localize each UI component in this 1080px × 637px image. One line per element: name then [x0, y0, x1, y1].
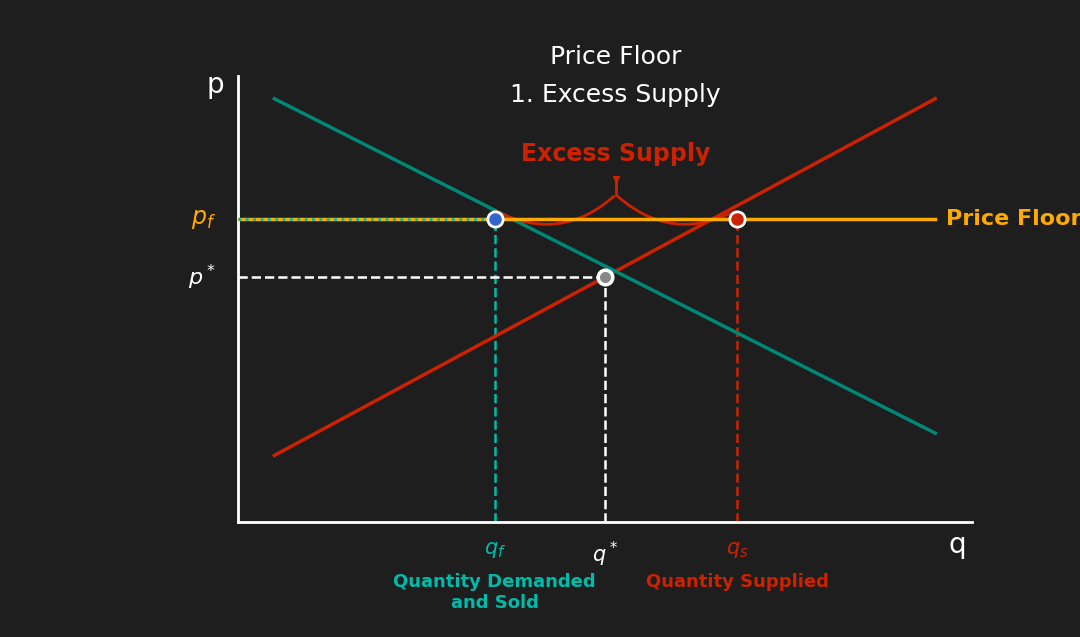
Text: 1. Excess Supply: 1. Excess Supply [510, 83, 721, 107]
Text: Price Floor: Price Floor [946, 209, 1080, 229]
Text: q: q [948, 531, 967, 559]
Text: $p^*$: $p^*$ [188, 262, 216, 292]
Text: Price Floor: Price Floor [550, 45, 681, 69]
Text: Quantity Supplied: Quantity Supplied [646, 573, 828, 591]
Text: $q^*$: $q^*$ [592, 540, 618, 569]
Text: p: p [206, 71, 225, 99]
Text: Excess Supply: Excess Supply [522, 141, 711, 166]
Text: Quantity Demanded
and Sold: Quantity Demanded and Sold [393, 573, 596, 612]
Text: $p_f$: $p_f$ [190, 207, 216, 231]
Text: $q_f$: $q_f$ [484, 540, 505, 560]
Text: $q_s$: $q_s$ [726, 540, 748, 560]
